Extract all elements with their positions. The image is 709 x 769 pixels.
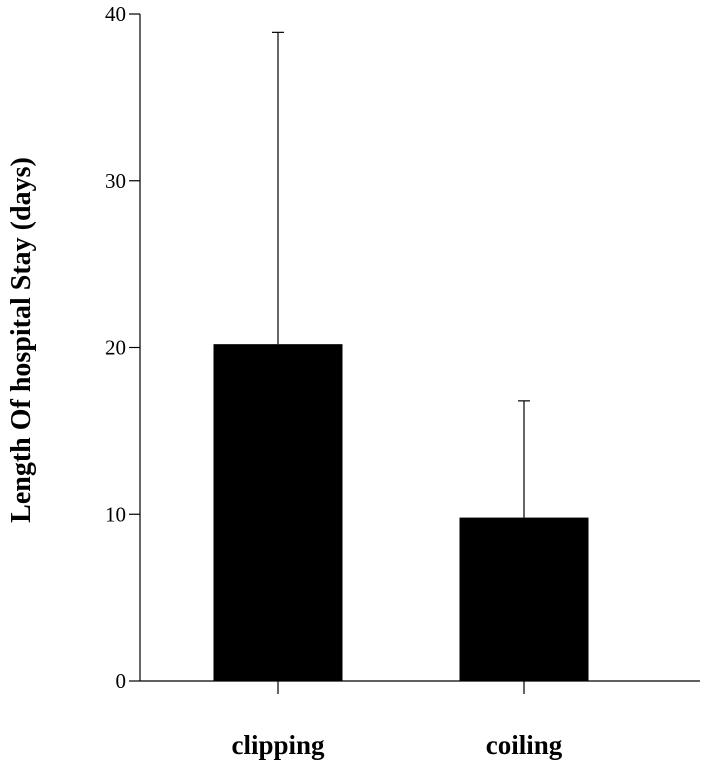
y-tick-label: 20 (105, 336, 126, 360)
bar-coiling (459, 517, 589, 681)
x-tick-label-coiling: coiling (486, 730, 563, 760)
x-tick-label-clipping: clipping (231, 730, 325, 760)
bars (213, 344, 589, 681)
y-tick-label: 40 (105, 2, 126, 26)
y-axis: 0 10 20 30 40 (105, 2, 141, 693)
error-bars (272, 31, 530, 518)
y-axis-title: Length Of hospital Stay (days) (6, 157, 37, 523)
x-axis: clipping coiling (140, 680, 700, 760)
y-tick-label: 10 (105, 502, 126, 526)
y-tick-label: 0 (116, 669, 127, 693)
y-tick-label: 30 (105, 169, 126, 193)
bar-clipping (213, 344, 343, 681)
